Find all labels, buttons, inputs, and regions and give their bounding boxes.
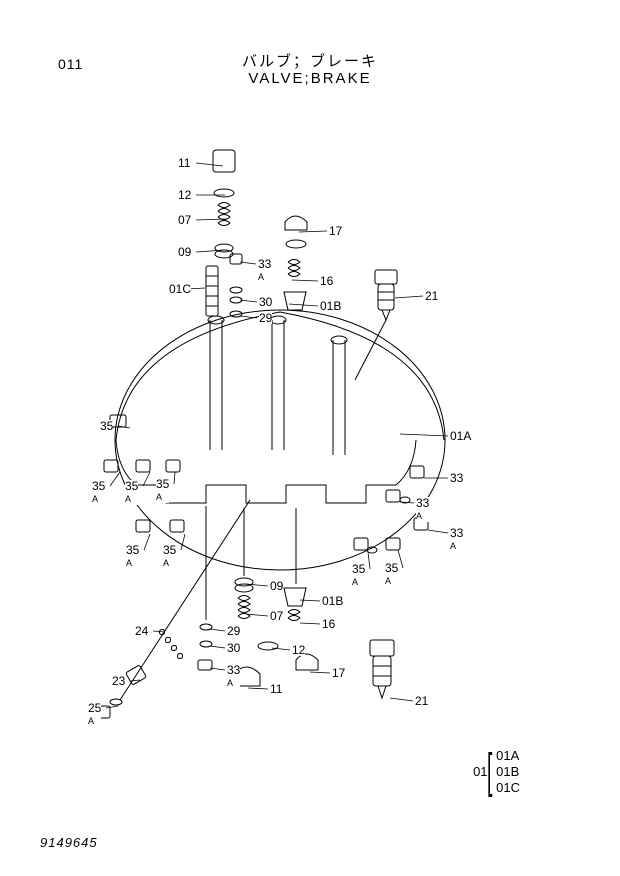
callout-label: 07 [270, 610, 283, 622]
callout-label: 35A [385, 562, 398, 587]
callout-label: 07 [178, 214, 191, 226]
callout-label: 35 [100, 420, 113, 432]
callout-label: 33 [450, 472, 463, 484]
callout-label: 33A [450, 527, 463, 552]
callout-label: 17 [332, 667, 345, 679]
callout-label: 33A [258, 258, 271, 283]
callout-label: 35A [163, 544, 176, 569]
bracket-rows: 01A 01B 01C [496, 748, 520, 796]
callout-label: 17 [329, 225, 342, 237]
callout-label: 01B [322, 595, 343, 607]
callout-label: 29 [259, 312, 272, 324]
callout-label: 35A [126, 544, 139, 569]
callout-label: 30 [259, 296, 272, 308]
callout-label: 35A [352, 563, 365, 588]
assembly-bracket: 01 [ 01A 01B 01C [473, 748, 520, 796]
drawing-number: 9149645 [40, 835, 98, 850]
diagram-svg [0, 0, 620, 876]
callout-label: 35A [156, 478, 169, 503]
callout-label: 09 [270, 580, 283, 592]
callout-label: 12 [178, 189, 191, 201]
callout-label: 35A [125, 480, 138, 505]
callout-label: 21 [415, 695, 428, 707]
callout-label: 23 [112, 675, 125, 687]
brace-icon: [ [487, 752, 492, 792]
callout-label: 16 [320, 275, 333, 287]
callout-label: 35A [92, 480, 105, 505]
callout-label: 11 [178, 157, 190, 169]
callout-label: 21 [425, 290, 438, 302]
callout-label: 09 [178, 246, 191, 258]
callout-label: 24 [135, 625, 148, 637]
bracket-row: 01C [496, 780, 520, 795]
callout-label: 33A [416, 497, 429, 522]
callout-label: 11 [270, 683, 282, 695]
callout-label: 29 [227, 625, 240, 637]
bracket-row: 01B [496, 764, 519, 779]
page: 011 バルブ；ブレーキ VALVE;BRAKE [0, 0, 620, 876]
callout-label: 33A [227, 664, 240, 689]
callout-label: 25A [88, 702, 101, 727]
callout-label: 30 [227, 642, 240, 654]
callout-label: 12 [292, 644, 305, 656]
bracket-left: 01 [473, 764, 487, 780]
callout-label: 01A [450, 430, 471, 442]
callout-label: 01B [320, 300, 341, 312]
callout-label: 01C [169, 283, 191, 295]
bracket-row: 01A [496, 748, 519, 763]
callout-label: 16 [322, 618, 335, 630]
